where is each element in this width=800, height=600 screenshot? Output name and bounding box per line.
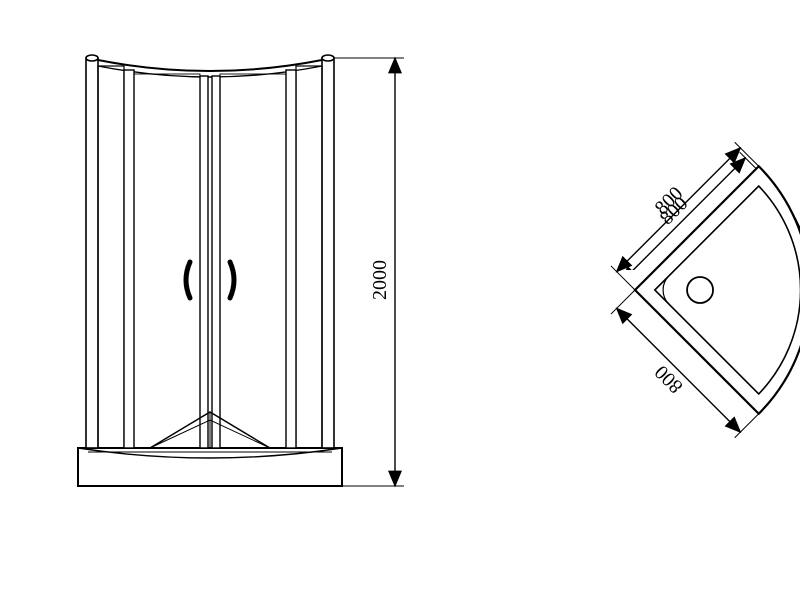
fixed-panel-right xyxy=(296,66,322,448)
center-stile-right xyxy=(212,76,220,448)
fixed-panel-left xyxy=(98,66,124,448)
door-mullion-left xyxy=(124,70,134,448)
handle-right xyxy=(230,262,234,298)
front-elevation xyxy=(78,55,342,486)
base-tray xyxy=(78,448,342,486)
left-pillar xyxy=(86,55,98,448)
dimension-height: 2000 xyxy=(334,58,404,486)
door-mullion-right xyxy=(286,70,296,448)
right-pillar xyxy=(322,55,334,448)
center-stile-left xyxy=(200,76,208,448)
dim-height-label: 2000 xyxy=(369,260,391,300)
handle-left xyxy=(186,262,190,298)
